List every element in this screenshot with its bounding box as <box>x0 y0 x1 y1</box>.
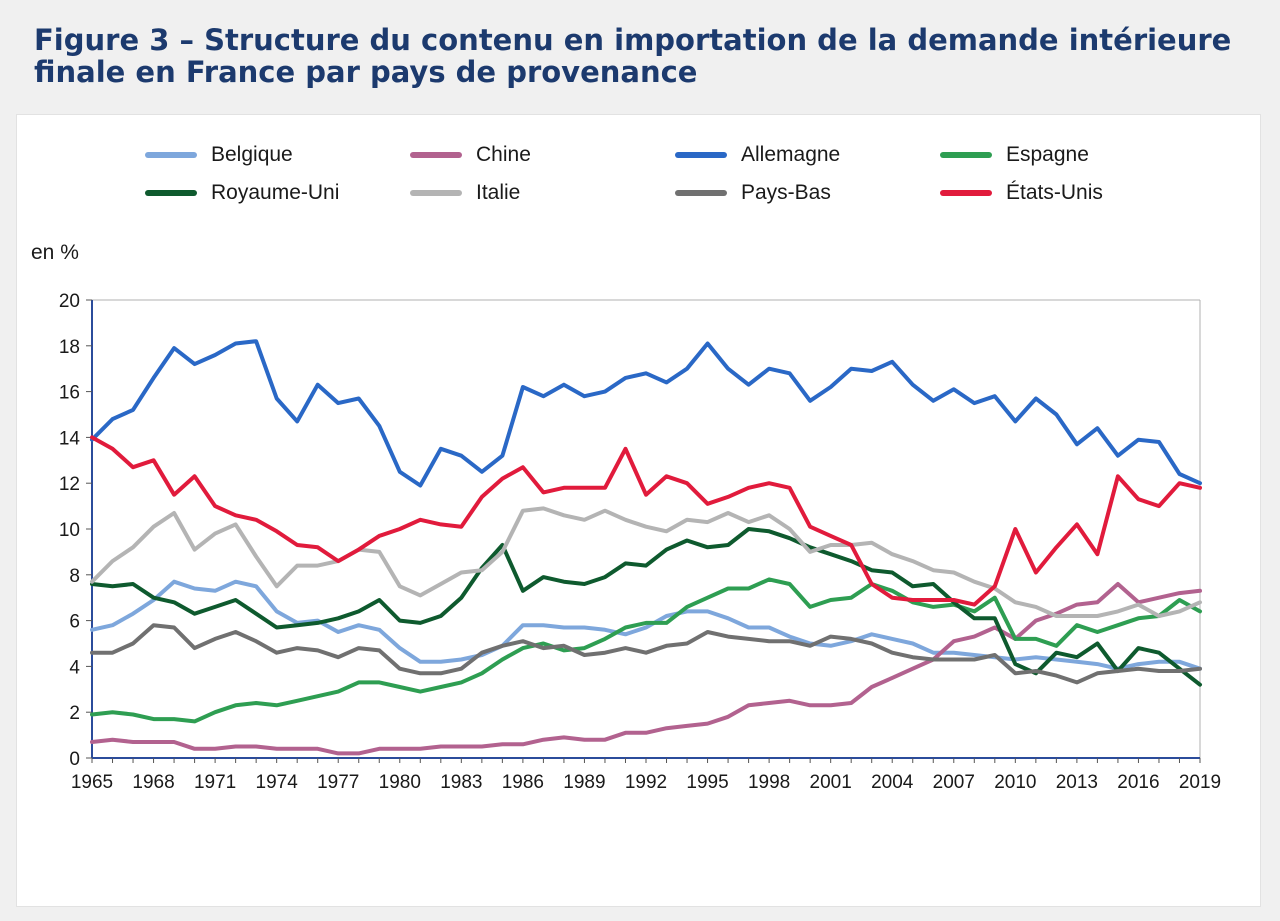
legend-swatch-italie <box>410 190 462 196</box>
x-tick-label: 2004 <box>871 772 914 793</box>
x-tick-label: 2010 <box>994 772 1036 793</box>
legend-swatch-allemagne <box>675 152 727 158</box>
series-line-espagne <box>90 577 1202 724</box>
x-tick-label: 1974 <box>256 772 299 793</box>
legend-swatch-belgique <box>145 152 197 158</box>
series-line-belgique <box>90 579 1202 671</box>
x-tick-label: 1980 <box>379 772 421 793</box>
x-tick-label: 1998 <box>748 772 790 793</box>
legend-label-italie: Italie <box>476 181 521 204</box>
legend-label-belgique: Belgique <box>211 143 293 166</box>
x-tick-label: 1983 <box>440 772 482 793</box>
legend-label-espagne: Espagne <box>1006 143 1089 166</box>
x-tick-label: 1971 <box>194 772 236 793</box>
series-line-italie <box>90 506 1202 618</box>
legend-swatch-pays-bas <box>675 190 727 196</box>
legend-swatch-espagne <box>940 152 992 158</box>
legend-label-royaume-uni: Royaume-Uni <box>211 181 340 204</box>
legend-label-etats-unis: États-Unis <box>1006 181 1103 204</box>
y-tick-label: 18 <box>59 337 80 358</box>
y-tick-label: 12 <box>59 474 80 495</box>
series-line-allemagne <box>90 339 1202 488</box>
y-tick-label: 6 <box>69 612 80 633</box>
x-tick-label: 1965 <box>71 772 113 793</box>
y-tick-label: 0 <box>69 749 80 770</box>
y-tick-label: 4 <box>69 657 80 678</box>
legend-row-2: Royaume-Uni Italie Pays-Bas États-Unis <box>145 181 1145 205</box>
y-tick-label: 8 <box>69 566 80 587</box>
x-tick-label: 2007 <box>933 772 975 793</box>
y-axis-unit-label: en % <box>31 241 79 264</box>
x-tick-label: 1986 <box>502 772 544 793</box>
y-tick-label: 14 <box>59 428 81 449</box>
x-tick-label: 1977 <box>317 772 359 793</box>
legend-label-chine: Chine <box>476 143 531 166</box>
x-tick-label: 1992 <box>625 772 667 793</box>
y-tick-label: 2 <box>69 703 80 724</box>
y-tick-label: 10 <box>59 520 80 541</box>
x-tick-label: 2001 <box>810 772 852 793</box>
chart-panel: Belgique Chine Allemagne Espagne Royaume… <box>16 114 1261 907</box>
series-line-pays-bas <box>90 623 1202 685</box>
y-tick-label: 16 <box>59 383 80 404</box>
x-tick-label: 2016 <box>1117 772 1159 793</box>
x-tick-label: 2013 <box>1056 772 1098 793</box>
x-tick-label: 2019 <box>1179 772 1221 793</box>
legend-swatch-etats-unis <box>940 190 992 196</box>
chart-axes: 0 2 4 6 8 10 12 14 16 18 20 1965 1968 1971 1974 1977 198… <box>59 291 1221 793</box>
legend-swatch-royaume-uni <box>145 190 197 196</box>
x-tick-label: 1989 <box>563 772 605 793</box>
chart-series <box>90 339 1202 756</box>
legend-label-pays-bas: Pays-Bas <box>741 181 831 204</box>
legend-row-1: Belgique Chine Allemagne Espagne <box>145 143 1145 167</box>
series-line-royaume-uni <box>90 527 1202 687</box>
line-chart: 0 2 4 6 8 10 12 14 16 18 20 1965 1968 1971 1974 1977 198… <box>59 291 1221 793</box>
legend-swatch-chine <box>410 152 462 158</box>
legend-label-allemagne: Allemagne <box>741 143 841 166</box>
figure-title: Figure 3 – Structure du contenu en impor… <box>34 23 1232 89</box>
y-tick-label: 20 <box>59 291 80 312</box>
x-tick-label: 1968 <box>132 772 174 793</box>
series-line-etats-unis <box>90 435 1202 607</box>
series-line-chine <box>90 582 1202 756</box>
x-tick-label: 1995 <box>686 772 728 793</box>
